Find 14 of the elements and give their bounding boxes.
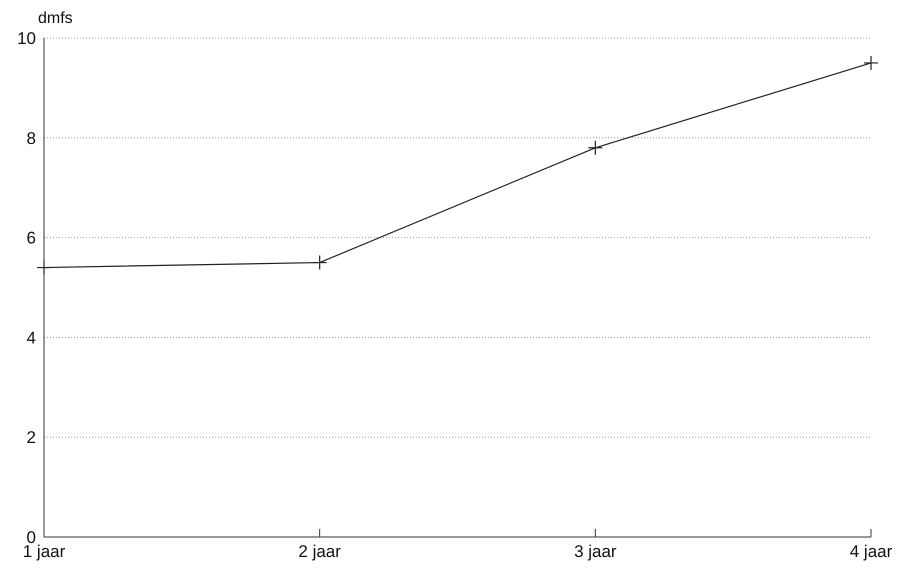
y-tick-label: 6 (26, 228, 36, 248)
point (588, 140, 603, 156)
y-tick-label: 4 (26, 328, 36, 348)
x-tick-label: 2 jaar (298, 542, 342, 562)
point (36, 260, 52, 276)
y-tick-label: 2 (26, 428, 36, 448)
y-axis-title: dmfs (38, 10, 73, 28)
y-tick-label: 10 (17, 29, 36, 48)
x-tick-label: 1 jaar (22, 542, 66, 562)
point (312, 254, 328, 270)
x-tick-label: 4 jaar (850, 542, 893, 562)
x-tick-label: 3 jaar (574, 542, 617, 562)
point (863, 55, 879, 71)
y-tick-label: 8 (26, 128, 36, 148)
